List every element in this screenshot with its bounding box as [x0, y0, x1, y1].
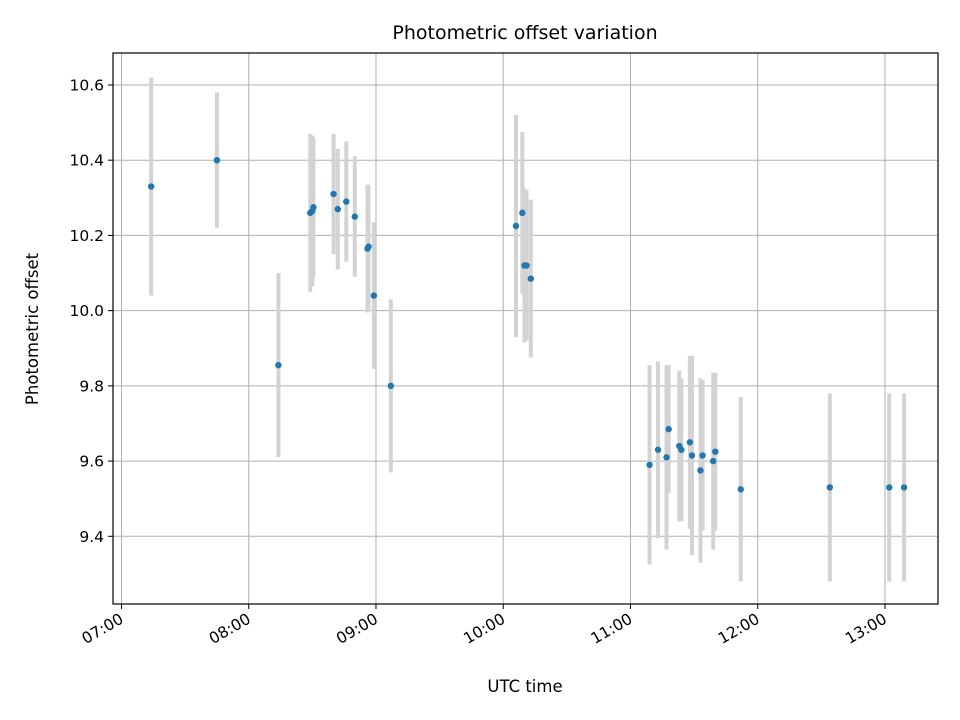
x-axis-ticks: 07:00 08:00 09:00 10:00 11:00 12:00 13:00: [79, 604, 890, 648]
data-point: [370, 292, 378, 299]
x-tick-label: 10:00: [461, 610, 509, 648]
data-point: [365, 243, 372, 250]
data-point: [519, 209, 526, 217]
data-point: [523, 262, 530, 269]
data-point: [737, 486, 744, 493]
data-point: [330, 190, 337, 198]
x-tick-label: 11:00: [588, 610, 636, 648]
data-point: [900, 484, 908, 491]
y-axis-label: Photometric offset: [23, 252, 42, 405]
x-axis-label: UTC time: [487, 677, 562, 696]
y-tick-label: 10.6: [69, 76, 104, 94]
data-point: [343, 198, 350, 205]
x-tick-label: 08:00: [206, 610, 254, 648]
data-point: [709, 457, 717, 465]
data-point: [512, 222, 520, 230]
data-point: [213, 156, 221, 164]
x-tick-label: 09:00: [333, 610, 381, 648]
y-axis-ticks: 9.4 9.6 9.8 10.0 10.2 10.4 10.6: [69, 76, 113, 546]
data-point: [678, 446, 685, 453]
y-tick-label: 9.6: [79, 453, 104, 471]
x-tick-label: 13:00: [842, 610, 890, 648]
x-tick-label: 07:00: [79, 610, 127, 648]
chart-title: Photometric offset variation: [392, 22, 657, 44]
data-point: [663, 454, 670, 461]
y-tick-label: 9.4: [79, 528, 104, 546]
data-point: [275, 361, 282, 369]
data-point: [351, 213, 358, 220]
x-tick-label: 12:00: [715, 610, 763, 648]
data-point: [646, 461, 653, 469]
data-point: [654, 446, 662, 453]
data-point: [334, 205, 342, 213]
data-point: [697, 467, 704, 474]
data-point: [147, 183, 155, 190]
data-point: [686, 439, 694, 446]
y-tick-label: 10.2: [69, 227, 104, 245]
data-point: [387, 382, 395, 390]
data-point: [886, 484, 893, 491]
y-tick-label: 9.8: [79, 377, 104, 395]
plot-frame: [112, 52, 939, 605]
data-point: [712, 448, 719, 455]
data-point: [665, 425, 672, 433]
data-point: [688, 452, 696, 459]
data-point: [699, 452, 706, 459]
data-point: [826, 484, 834, 491]
data-point: [527, 275, 535, 282]
data-point: [310, 204, 317, 211]
y-tick-label: 10.4: [69, 152, 104, 170]
data-points: [147, 156, 908, 493]
y-tick-label: 10.0: [69, 302, 104, 320]
